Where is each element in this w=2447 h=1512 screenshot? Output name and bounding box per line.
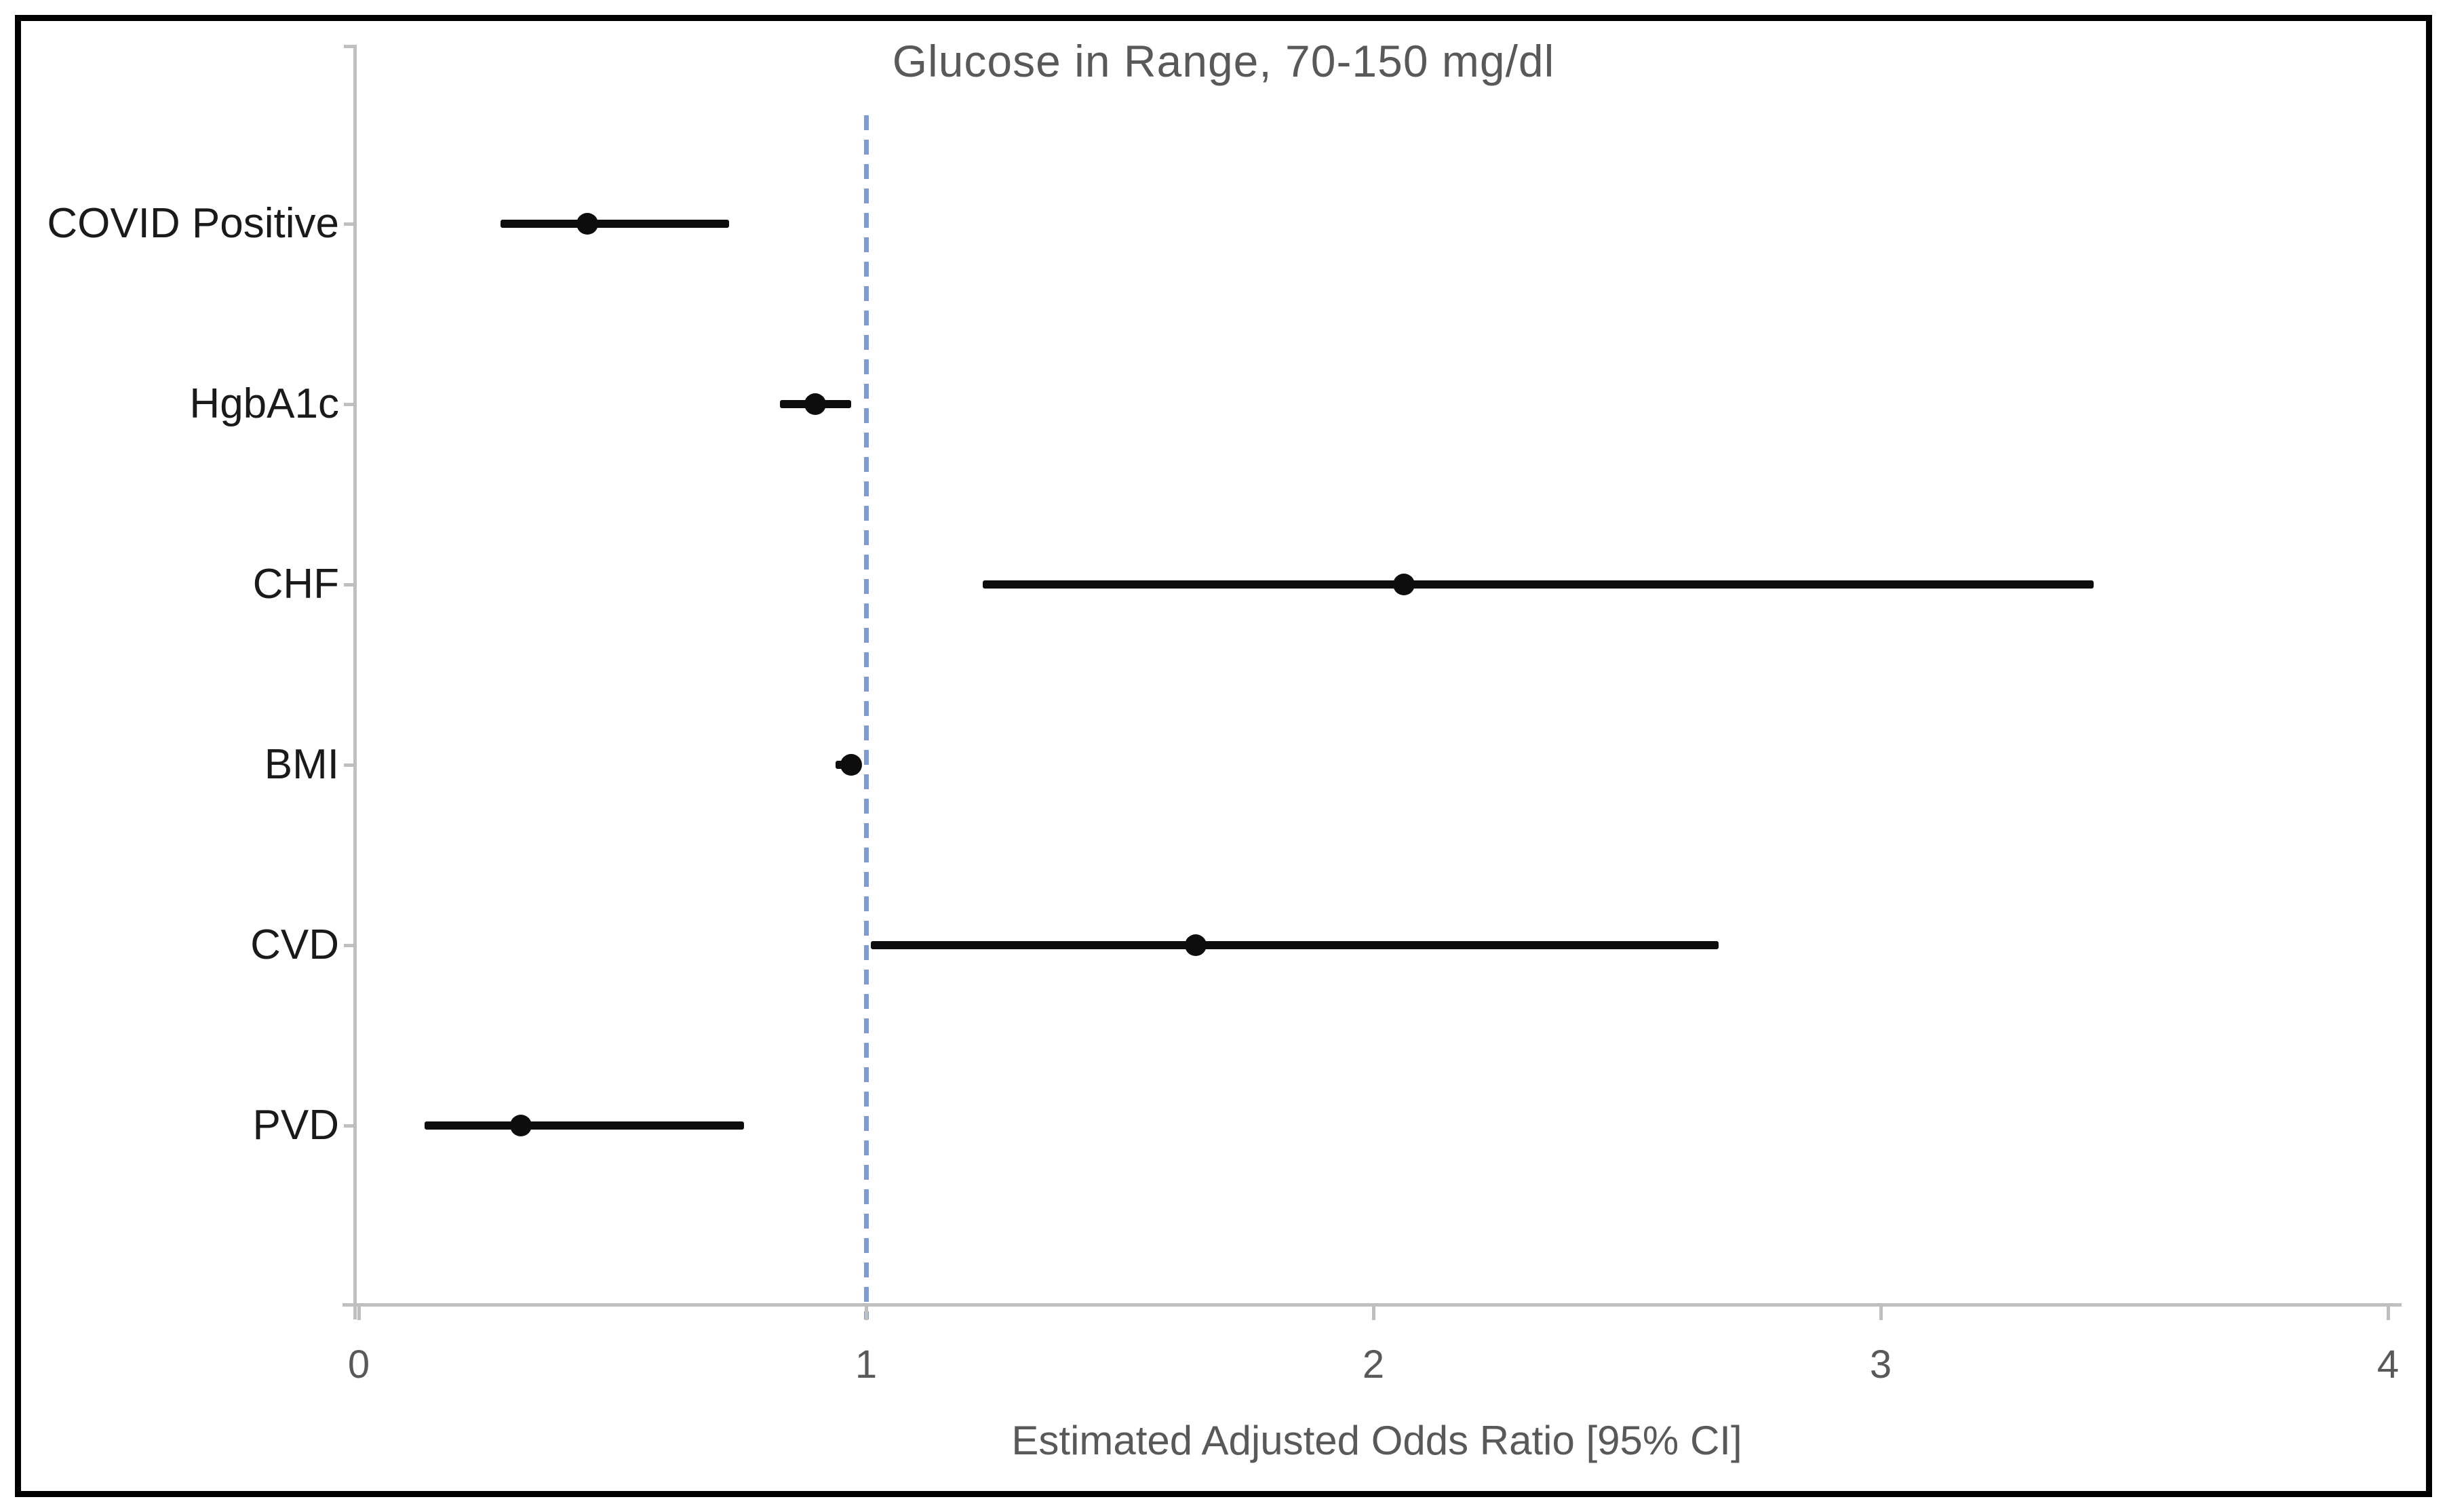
y-axis-top-tick	[344, 45, 353, 48]
x-tick-label: 1	[855, 1342, 878, 1387]
figure-border	[15, 15, 2432, 1497]
x-tick-label: 0	[347, 1342, 370, 1387]
x-axis-tick	[1879, 1303, 1883, 1320]
x-axis-tick	[1372, 1303, 1375, 1320]
odds-ratio-marker	[1185, 934, 1207, 956]
odds-ratio-marker	[1392, 574, 1415, 595]
y-axis-line	[353, 45, 357, 1319]
confidence-interval-line	[425, 1121, 745, 1130]
y-axis-tick	[344, 1124, 353, 1128]
y-axis-tick	[344, 763, 353, 767]
category-label: BMI	[264, 741, 339, 788]
odds-ratio-marker	[840, 754, 862, 776]
y-axis-tick	[344, 944, 353, 947]
odds-ratio-marker	[804, 393, 827, 415]
reference-line	[864, 115, 869, 1319]
chart-title: Glucose in Range, 70-150 mg/dl	[892, 36, 1555, 86]
confidence-interval-line	[501, 220, 730, 228]
x-axis-tick	[2387, 1303, 2390, 1320]
category-label: HgbA1c	[189, 380, 339, 427]
category-label: CHF	[252, 561, 339, 608]
x-tick-label: 4	[2376, 1342, 2400, 1387]
category-label: PVD	[252, 1102, 339, 1149]
category-label: COVID Positive	[47, 200, 339, 247]
confidence-interval-line	[871, 941, 1719, 949]
x-tick-label: 3	[1869, 1342, 1892, 1387]
y-axis-tick	[344, 403, 353, 406]
odds-ratio-marker	[510, 1115, 532, 1136]
x-tick-label: 2	[1362, 1342, 1385, 1387]
y-axis-tick	[344, 222, 353, 226]
x-axis-tick	[865, 1303, 868, 1320]
odds-ratio-marker	[576, 213, 598, 235]
y-axis-tick	[344, 583, 353, 586]
x-axis-tick	[357, 1303, 361, 1320]
category-label: CVD	[250, 921, 339, 968]
x-axis-title: Estimated Adjusted Odds Ratio [95% CI]	[1011, 1418, 1742, 1463]
confidence-interval-line	[983, 580, 2094, 589]
